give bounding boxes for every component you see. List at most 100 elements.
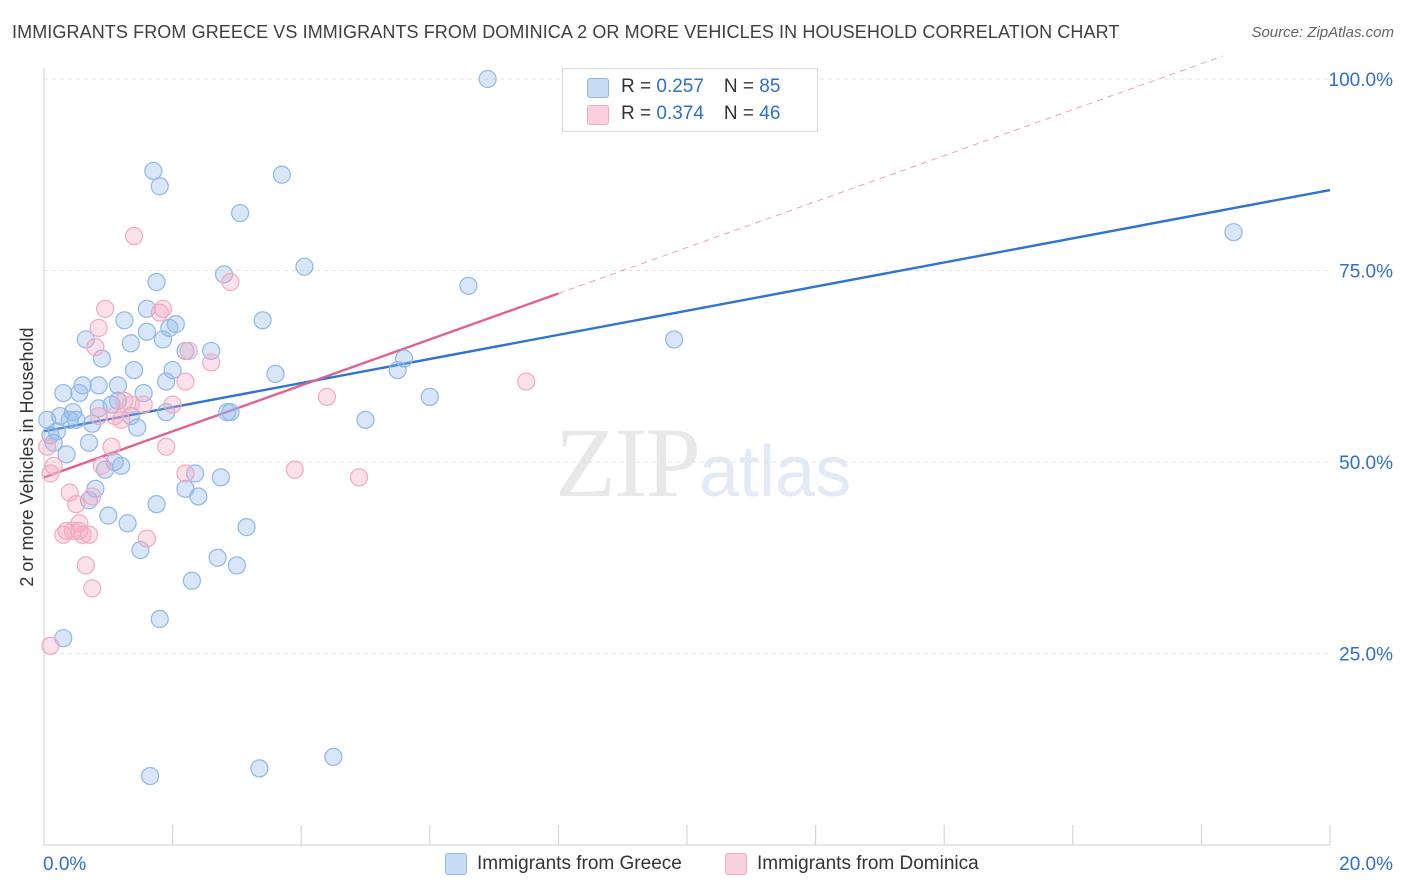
point-dominica — [517, 372, 536, 391]
point-dominica — [79, 525, 99, 544]
point-greece — [144, 161, 163, 181]
chart-source: Source: ZipAtlas.com — [1251, 24, 1394, 41]
point-greece — [665, 330, 684, 349]
point-dominica — [83, 579, 102, 598]
point-greece — [92, 349, 111, 368]
point-dominica — [285, 460, 304, 479]
axes — [43, 68, 1331, 846]
point-dominica — [102, 437, 121, 456]
point-greece — [153, 330, 173, 349]
bottom-legend-label-dominica: Immigrants from Dominica — [757, 853, 979, 874]
point-greece — [67, 410, 86, 429]
point-greece — [295, 257, 314, 276]
point-greece — [73, 376, 92, 395]
legend: R = 0.257 N = 85 R = 0.374 N = 46 — [562, 68, 818, 132]
point-greece — [394, 349, 414, 368]
point-greece — [150, 609, 169, 629]
point-greece — [112, 456, 131, 475]
point-greece — [250, 759, 269, 778]
legend-text-greece: R = 0.257 N = 85 — [621, 76, 780, 98]
point-greece — [478, 69, 497, 89]
point-dominica — [137, 529, 156, 548]
point-greece — [99, 506, 118, 525]
point-dominica — [89, 318, 108, 338]
point-dominica — [95, 299, 115, 318]
trend-line-dashed-dominica — [558, 55, 1224, 294]
point-greece — [131, 540, 150, 560]
point-greece — [266, 364, 285, 384]
point-greece — [163, 360, 182, 380]
point-greece — [189, 487, 208, 506]
point-dominica — [349, 468, 369, 487]
point-greece — [128, 418, 147, 437]
point-greece — [47, 422, 66, 441]
point-greece — [137, 322, 156, 341]
point-greece — [89, 376, 108, 395]
chart-title: IMMIGRANTS FROM GREECE VS IMMIGRANTS FRO… — [12, 22, 1120, 42]
point-greece — [227, 556, 246, 575]
trend-line-greece — [43, 188, 1331, 433]
legend-n-value: 46 — [759, 103, 781, 124]
y-tick-label: 75.0% — [1339, 262, 1393, 283]
point-dominica — [157, 437, 176, 456]
y-tick-label: 100.0% — [1329, 70, 1394, 91]
point-dominica — [60, 483, 79, 502]
point-greece — [1224, 223, 1243, 242]
point-greece — [253, 311, 272, 330]
trend-line-dominica — [43, 292, 559, 479]
point-greece — [272, 165, 292, 184]
legend-r-label: R = — [621, 103, 657, 124]
legend-n-label: N = — [723, 103, 760, 124]
point-dominica — [112, 410, 131, 429]
point-greece — [124, 360, 144, 380]
point-greece — [108, 376, 128, 395]
point-dominica — [76, 556, 95, 575]
point-greece — [221, 403, 240, 422]
point-greece — [147, 495, 166, 514]
point-dominica — [121, 395, 140, 414]
bottom-legend-swatch-greece — [445, 853, 467, 875]
x-tick-label-right: 20.0% — [1339, 854, 1393, 875]
y-tick-label: 25.0% — [1339, 645, 1393, 666]
point-greece — [140, 766, 160, 786]
point-greece — [231, 203, 250, 223]
point-greece — [459, 276, 478, 295]
legend-text-dominica: R = 0.374 N = 46 — [621, 103, 780, 125]
trend-lines — [43, 55, 1331, 479]
point-dominica — [38, 437, 57, 456]
point-greece — [79, 433, 99, 452]
point-greece — [324, 747, 343, 767]
point-greece — [182, 571, 201, 590]
watermark: ZIPatlas — [555, 405, 851, 520]
point-dominica — [317, 387, 337, 406]
point-dominica — [83, 487, 102, 506]
point-dominica — [73, 525, 92, 544]
point-dominica — [176, 464, 195, 483]
point-dominica — [176, 372, 195, 391]
point-dominica — [124, 226, 144, 246]
point-dominica — [41, 636, 60, 655]
point-dominica — [163, 395, 182, 414]
point-greece — [54, 383, 73, 403]
legend-swatch-greece — [587, 78, 609, 98]
x-tick-label-left: 0.0% — [43, 854, 86, 875]
point-dominica — [86, 338, 105, 357]
point-greece — [211, 468, 230, 487]
point-greece — [157, 372, 176, 391]
point-greece — [356, 410, 375, 429]
legend-n-label: N = — [723, 76, 760, 97]
y-tick-label: 50.0% — [1339, 453, 1393, 474]
point-greece — [166, 315, 185, 334]
point-dominica — [67, 495, 86, 514]
bottom-legend-label-greece: Immigrants from Greece — [477, 853, 682, 874]
point-greece — [57, 445, 76, 464]
point-dominica — [221, 272, 240, 292]
point-greece — [420, 387, 439, 406]
point-greece — [208, 548, 227, 567]
point-greece — [118, 514, 137, 533]
point-greece — [76, 330, 95, 349]
point-greece — [121, 334, 140, 353]
legend-r-value: 0.257 — [656, 76, 704, 97]
point-dominica — [134, 395, 153, 414]
point-greece — [186, 464, 205, 483]
